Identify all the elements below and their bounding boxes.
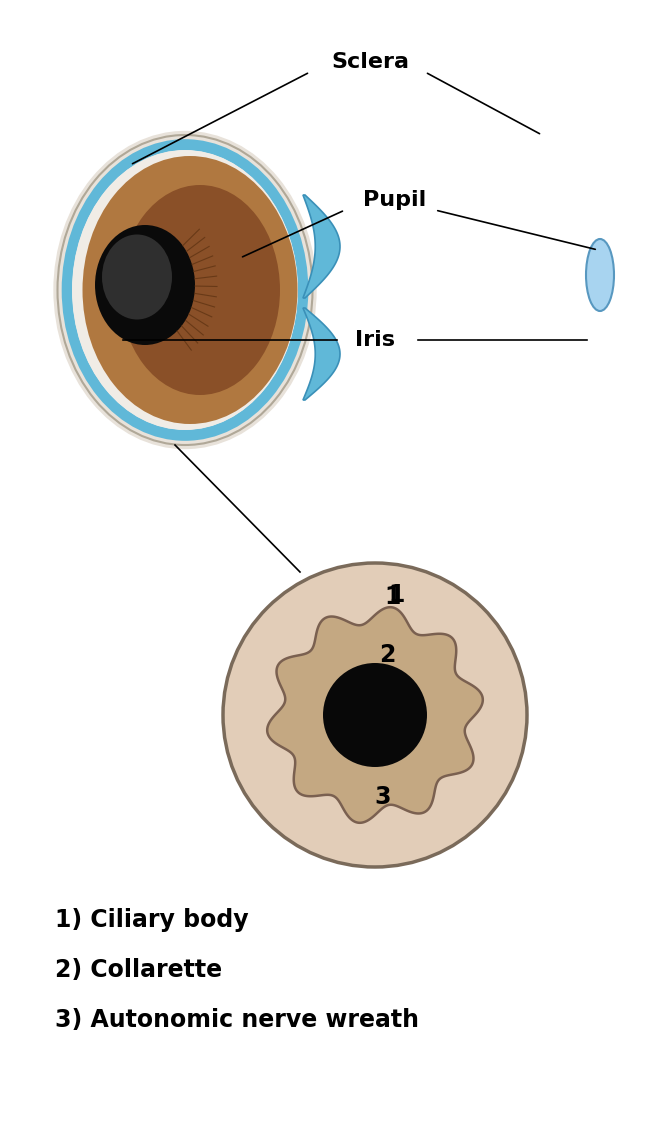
Polygon shape [303, 308, 340, 400]
Text: 3: 3 [374, 785, 392, 809]
Circle shape [223, 562, 527, 868]
Ellipse shape [72, 150, 298, 430]
Ellipse shape [58, 135, 313, 445]
Text: 1) Ciliary body: 1) Ciliary body [55, 908, 248, 932]
Polygon shape [267, 607, 483, 823]
Ellipse shape [95, 225, 195, 345]
Text: 2: 2 [379, 643, 396, 667]
Text: Pupil: Pupil [363, 191, 426, 210]
Ellipse shape [586, 239, 614, 311]
Text: 1: 1 [389, 583, 405, 607]
Text: 3) Autonomic nerve wreath: 3) Autonomic nerve wreath [55, 1008, 419, 1032]
Ellipse shape [102, 235, 172, 320]
Text: Sclera: Sclera [331, 52, 409, 71]
Ellipse shape [83, 156, 298, 424]
Text: 1: 1 [385, 585, 401, 609]
Circle shape [323, 663, 427, 767]
Polygon shape [303, 195, 340, 298]
Ellipse shape [120, 185, 280, 395]
Text: 2) Collarette: 2) Collarette [55, 958, 222, 982]
Text: Iris: Iris [355, 330, 395, 350]
